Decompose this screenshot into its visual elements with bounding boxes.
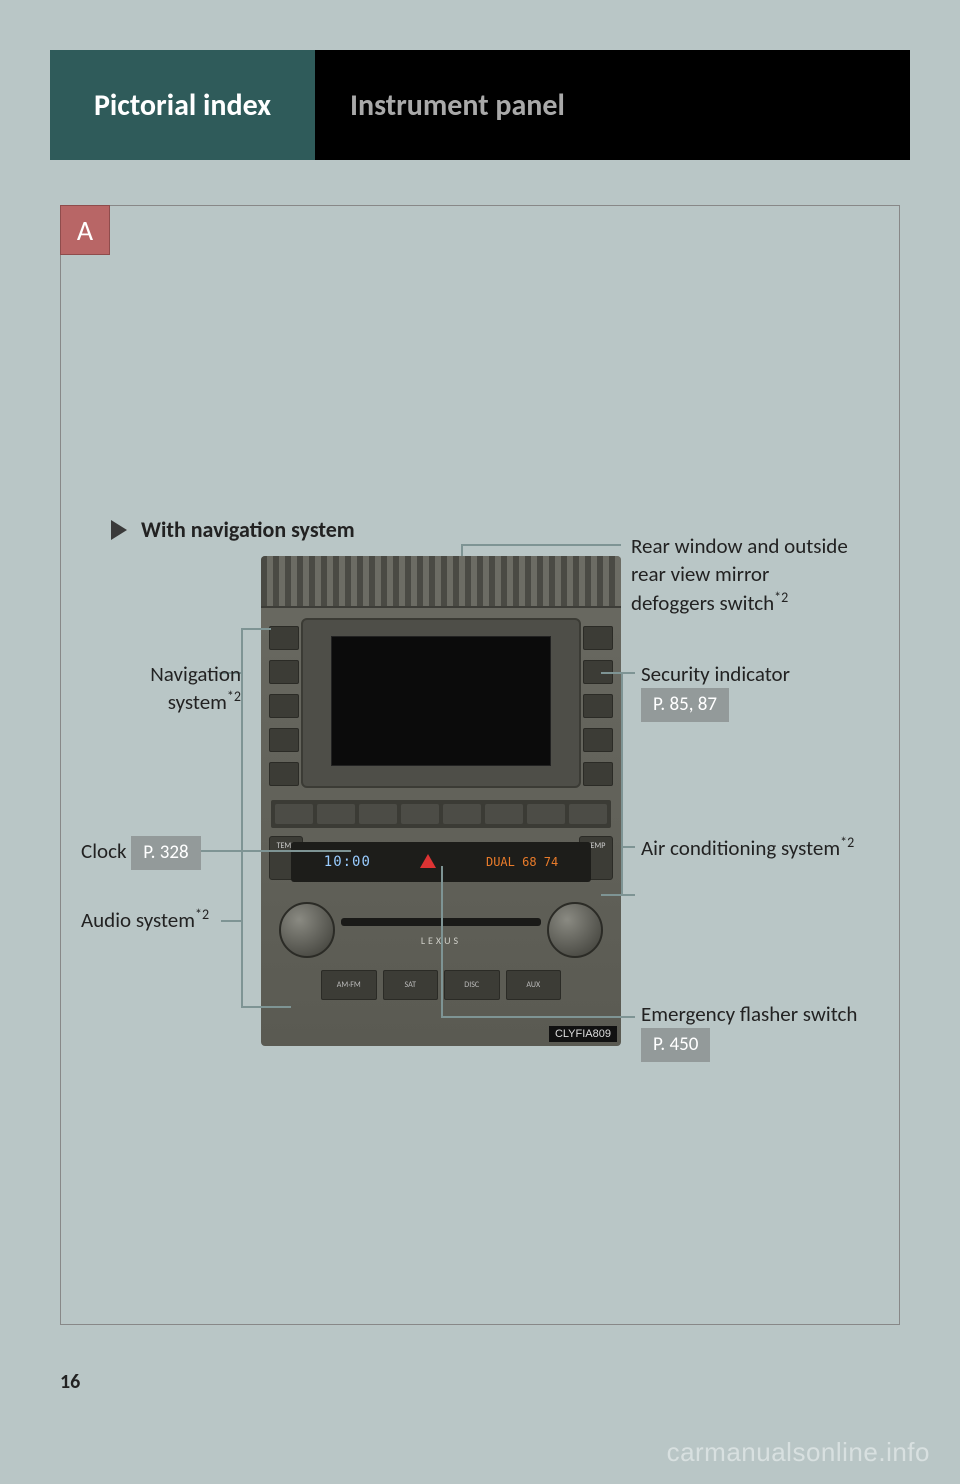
content-frame: With navigation system: [60, 205, 900, 1325]
label-defogger-sup: *2: [774, 589, 788, 606]
label-clock-text: Clock: [81, 838, 127, 864]
side-button: [583, 762, 613, 786]
side-button: [269, 626, 299, 650]
label-security-text: Security indicator: [641, 661, 790, 687]
side-button: [583, 728, 613, 752]
figure-area: With navigation system: [61, 206, 901, 1326]
label-navigation: Navigation system*2: [111, 660, 241, 717]
label-ac-sup: *2: [840, 834, 854, 851]
side-button: [269, 728, 299, 752]
label-defogger: Rear window and outside rear view mirror…: [631, 532, 851, 617]
page-ref-hazard[interactable]: P. 450: [641, 1028, 710, 1062]
leader-nav-v: [241, 628, 243, 1008]
header-right-title: Instrument panel: [350, 50, 565, 160]
tune-knob: [547, 902, 603, 958]
leader-ac-h: [601, 894, 635, 896]
subtitle-text: With navigation system: [141, 516, 355, 543]
leader-hazard-h: [441, 1016, 635, 1018]
label-clock: Clock P. 328: [81, 836, 201, 870]
volume-knob: [279, 902, 335, 958]
nav-screen: [331, 636, 551, 766]
leader-audio-h: [241, 1006, 291, 1008]
corner-badge: A: [60, 205, 110, 255]
audio-button: AUX: [506, 970, 562, 1000]
leader-right-v2: [621, 766, 623, 896]
side-button: [269, 660, 299, 684]
temp-display: DUAL 68 74: [486, 855, 558, 869]
audio-button: SAT: [383, 970, 439, 1000]
label-defogger-text: Rear window and outside rear view mirror…: [631, 533, 848, 616]
label-audio-text: Audio system: [81, 907, 195, 933]
leader-hazard-v: [441, 866, 443, 1016]
hazard-icon: [420, 854, 436, 870]
page-ref-clock[interactable]: P. 328: [131, 836, 200, 870]
leader-nav-h: [241, 628, 271, 630]
side-button: [269, 762, 299, 786]
site-watermark: carmanualsonline.info: [667, 1437, 930, 1468]
air-vent: [261, 556, 621, 608]
label-audio-sup: *2: [195, 906, 209, 923]
label-hazard-text: Emergency flasher switch: [641, 1001, 857, 1027]
figure-watermark: CLYFIA809: [549, 1026, 617, 1042]
audio-button: DISC: [444, 970, 500, 1000]
label-ac-text: Air conditioning system: [641, 835, 840, 861]
label-hazard: Emergency flasher switch P. 450: [641, 1000, 881, 1062]
label-navigation-sup: *2: [227, 688, 241, 705]
clock-display: 10:00: [324, 854, 371, 870]
right-side-buttons: [583, 626, 613, 786]
side-button: [583, 626, 613, 650]
header-left-title: Pictorial index: [50, 50, 315, 160]
header: Pictorial index Instrument panel: [50, 50, 910, 160]
leader-clock-h: [201, 850, 351, 852]
leader-audio-tip: [221, 920, 241, 922]
page-number: 16: [60, 1370, 80, 1394]
side-button: [583, 694, 613, 718]
label-audio: Audio system*2: [81, 906, 209, 934]
label-ac: Air conditioning system*2: [641, 834, 861, 862]
audio-button: AM·FM: [321, 970, 377, 1000]
climate-strip: [271, 800, 611, 828]
leader-ac-tip: [621, 846, 635, 848]
label-security: Security indicator P. 85, 87: [641, 660, 871, 722]
side-button: [269, 694, 299, 718]
leader-defogger-h: [461, 544, 621, 546]
left-side-buttons: [269, 626, 299, 786]
page: Pictorial index Instrument panel With na…: [50, 50, 910, 1434]
leader-sec-tip: [621, 672, 635, 674]
page-ref-security[interactable]: P. 85, 87: [641, 688, 729, 722]
subtitle-row: With navigation system: [111, 516, 355, 543]
play-arrow-icon: [111, 520, 127, 540]
